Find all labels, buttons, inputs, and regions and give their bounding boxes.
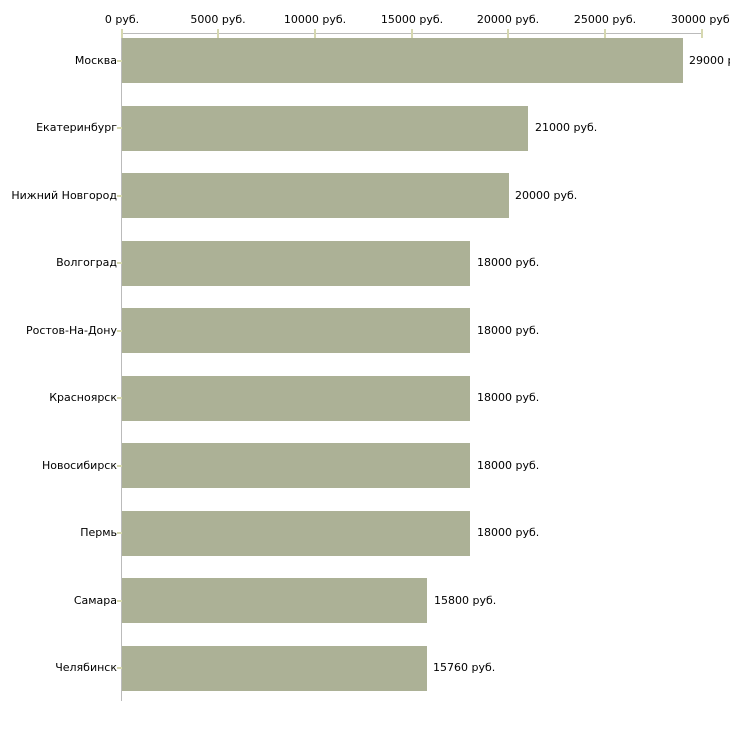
bar bbox=[122, 241, 470, 286]
category-label: Пермь bbox=[80, 526, 117, 539]
bar-value-label: 15800 руб. bbox=[434, 594, 497, 607]
bar-value-label: 18000 руб. bbox=[477, 324, 540, 337]
x-axis-tick bbox=[604, 29, 606, 38]
bar bbox=[122, 511, 470, 556]
bar-value-label: 20000 руб. bbox=[515, 189, 578, 202]
category-label: Москва bbox=[74, 54, 117, 67]
x-axis-tick-label: 5000 руб. bbox=[190, 13, 246, 26]
bar bbox=[122, 106, 528, 151]
category-label: Ростов-На-Дону bbox=[25, 324, 117, 337]
bar-value-label: 15760 руб. bbox=[433, 661, 496, 674]
bar-value-label: 18000 руб. bbox=[477, 391, 540, 404]
category-tick bbox=[117, 397, 122, 399]
category-tick bbox=[117, 532, 122, 534]
x-axis-tick-label: 25000 руб. bbox=[573, 13, 637, 26]
category-label: Волгоград bbox=[56, 256, 117, 269]
bar bbox=[122, 646, 427, 691]
x-axis-tick bbox=[121, 29, 123, 38]
category-label: Самара bbox=[73, 594, 117, 607]
x-axis-tick bbox=[411, 29, 413, 38]
category-tick bbox=[117, 600, 122, 602]
x-axis-tick-label: 30000 руб. bbox=[670, 13, 730, 26]
bar-value-label: 29000 р bbox=[689, 54, 730, 67]
x-axis-tick bbox=[507, 29, 509, 38]
bar-value-label: 18000 руб. bbox=[477, 459, 540, 472]
bar-value-label: 21000 руб. bbox=[535, 121, 598, 134]
category-label: Нижний Новгород bbox=[11, 189, 117, 202]
bar-value-label: 18000 руб. bbox=[477, 526, 540, 539]
x-axis-tick-label: 15000 руб. bbox=[380, 13, 444, 26]
bar-value-label: 18000 руб. bbox=[477, 256, 540, 269]
x-axis-tick-label: 10000 руб. bbox=[283, 13, 347, 26]
x-axis-tick bbox=[314, 29, 316, 38]
category-tick bbox=[117, 465, 122, 467]
x-axis-tick bbox=[701, 29, 703, 38]
category-tick bbox=[117, 60, 122, 62]
bar bbox=[122, 376, 470, 421]
category-tick bbox=[117, 195, 122, 197]
category-label: Новосибирск bbox=[41, 459, 117, 472]
x-axis-tick-label: 0 руб. bbox=[104, 13, 140, 26]
bar bbox=[122, 308, 470, 353]
category-tick bbox=[117, 330, 122, 332]
bar bbox=[122, 173, 509, 218]
y-axis-line bbox=[121, 33, 122, 701]
category-tick bbox=[117, 667, 122, 669]
category-tick bbox=[117, 262, 122, 264]
x-axis-tick bbox=[217, 29, 219, 38]
category-label: Челябинск bbox=[55, 661, 117, 674]
category-label: Екатеринбург bbox=[36, 121, 117, 134]
x-axis-tick-label: 20000 руб. bbox=[476, 13, 540, 26]
bar bbox=[122, 443, 470, 488]
bar bbox=[122, 38, 683, 83]
bar bbox=[122, 578, 427, 623]
category-tick bbox=[117, 127, 122, 129]
category-label: Красноярск bbox=[49, 391, 117, 404]
